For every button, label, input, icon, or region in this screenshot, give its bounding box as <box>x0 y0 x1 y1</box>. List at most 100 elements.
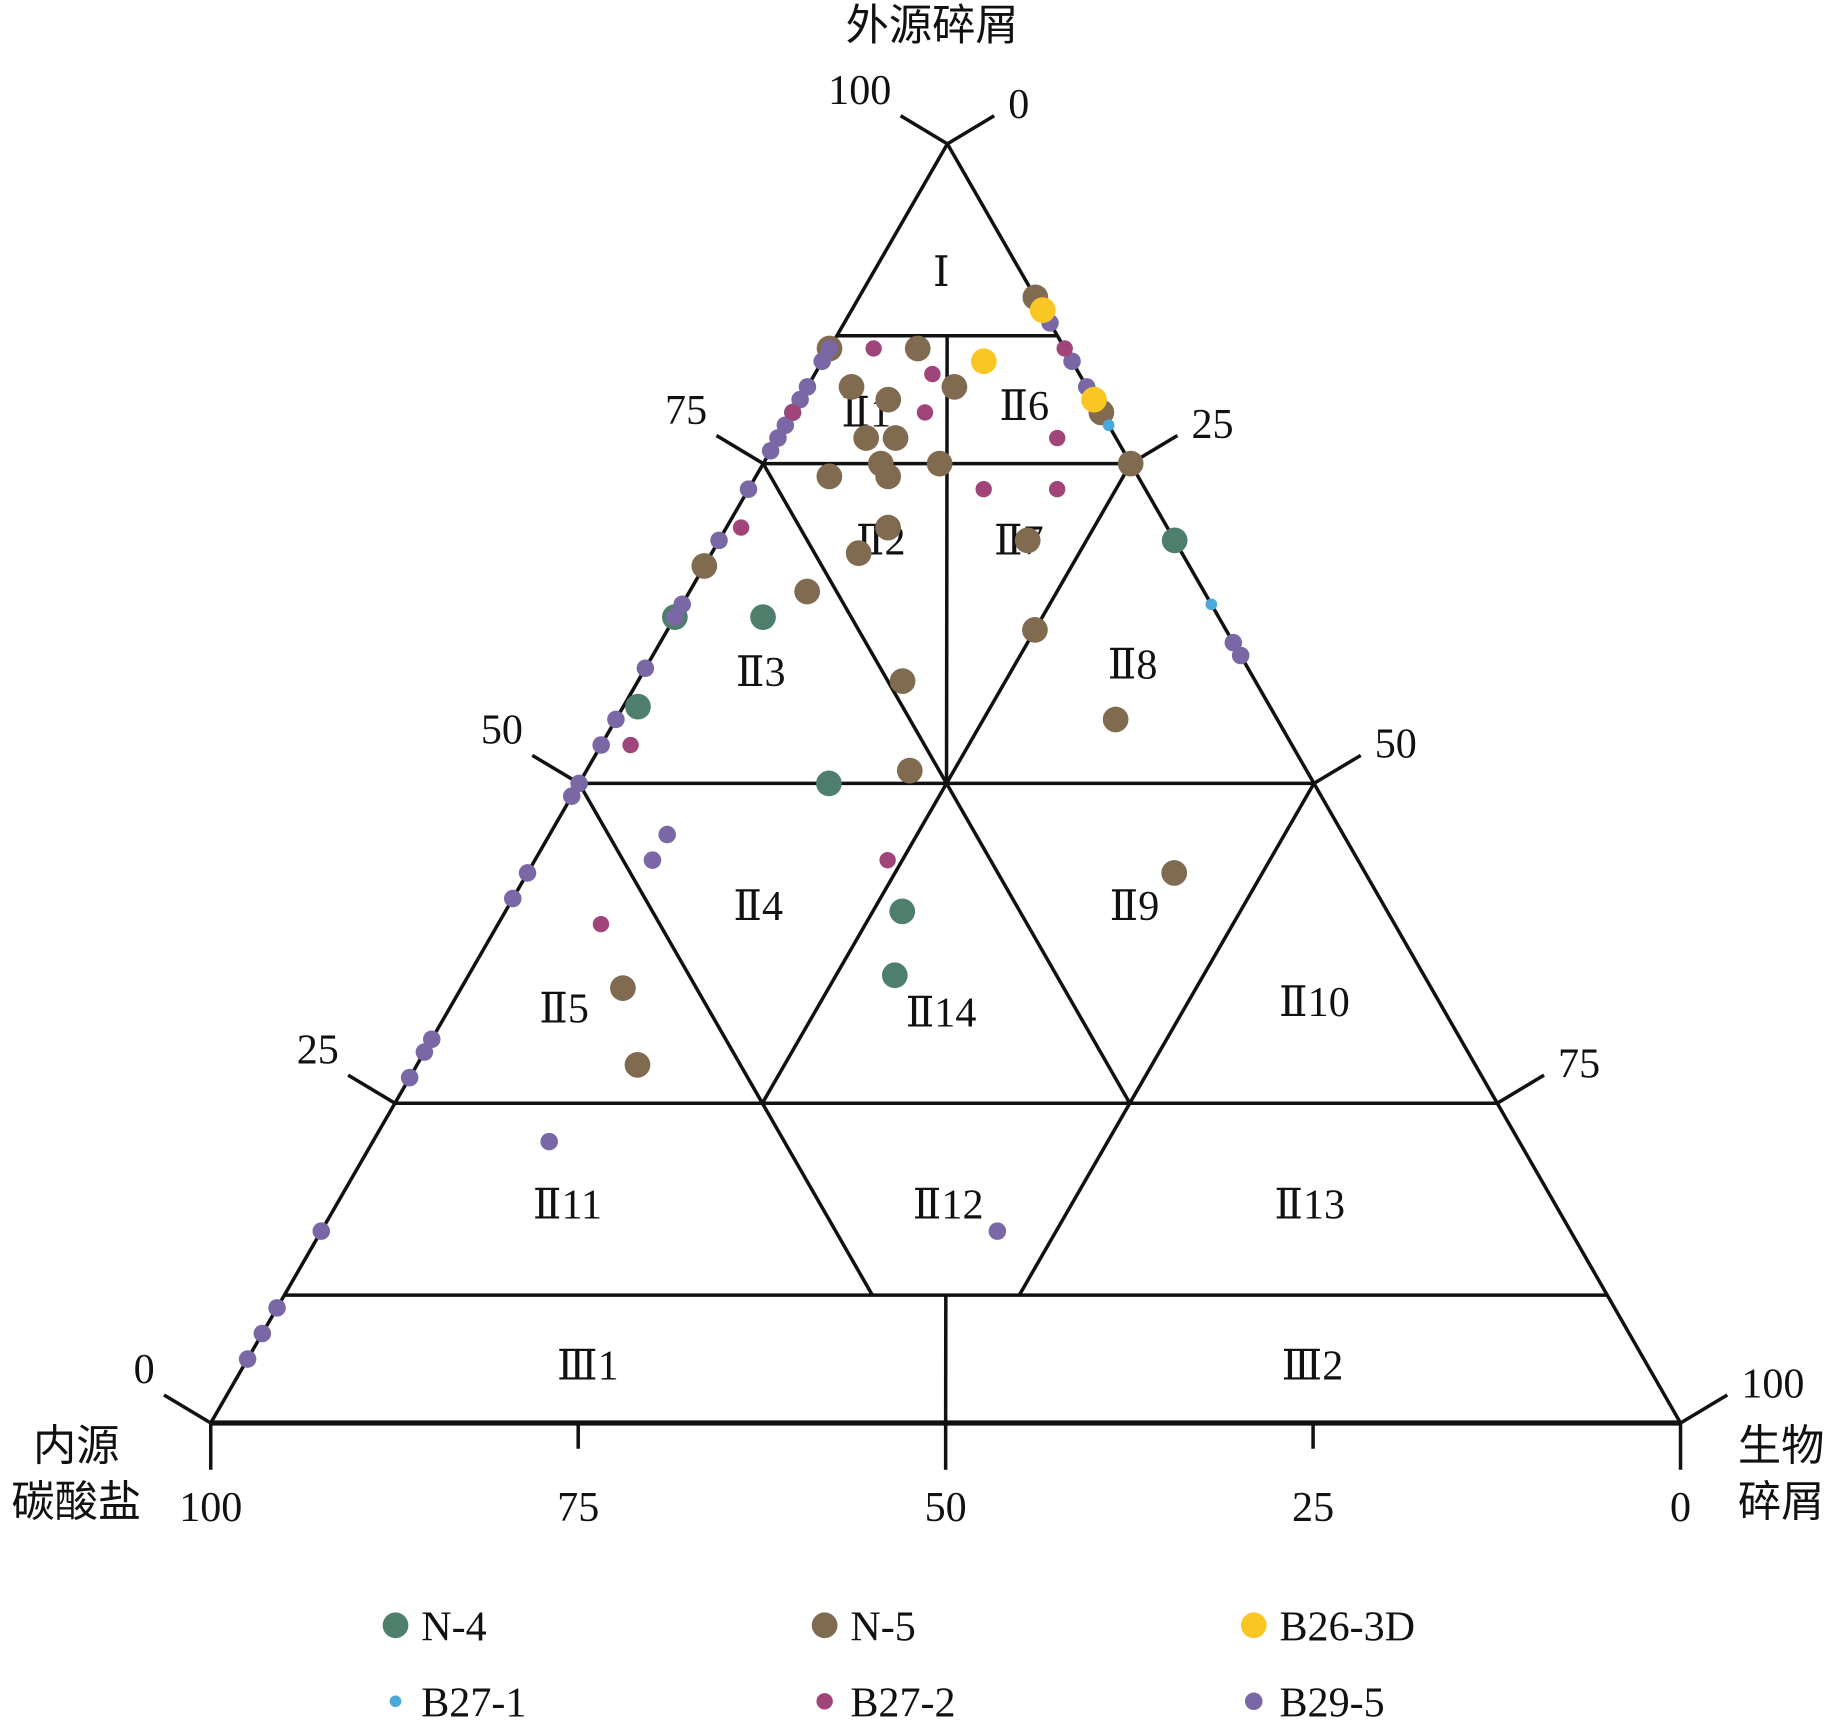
data-point <box>875 463 902 490</box>
left-axis-title-line: 碳酸盐 <box>11 1479 141 1527</box>
data-point <box>592 736 610 754</box>
data-point <box>882 425 909 451</box>
data-point <box>988 1222 1007 1240</box>
legend-marker <box>1244 1692 1263 1711</box>
data-point <box>400 1068 419 1087</box>
legend-item: N-4 <box>382 1603 487 1650</box>
legend-item: B29-5 <box>1244 1679 1385 1720</box>
axis-titles: 外源碎屑 内源碳酸盐 生物碎屑 <box>11 2 1824 1527</box>
data-point <box>518 864 537 882</box>
data-point <box>666 608 684 626</box>
data-point <box>238 1350 257 1368</box>
region-label: Ⅰ <box>933 249 950 296</box>
data-point <box>941 374 968 400</box>
series-b27-1 <box>1102 419 1218 611</box>
data-point <box>710 531 728 550</box>
data-point <box>926 450 953 477</box>
data-point <box>761 442 780 460</box>
data-point <box>881 962 908 989</box>
data-point <box>853 425 880 451</box>
series-b27-2 <box>592 340 1073 933</box>
bottom-tick-label: 100 <box>179 1484 242 1531</box>
data-point <box>889 898 916 925</box>
boundary-b25-lower <box>945 782 1132 1105</box>
data-point <box>624 1051 651 1078</box>
region-label: Ⅲ1 <box>557 1342 619 1389</box>
region-label: Ⅱ9 <box>1110 883 1160 930</box>
data-point <box>673 595 691 614</box>
data-point <box>1117 450 1144 477</box>
data-point <box>422 1030 441 1049</box>
data-point <box>1029 297 1056 323</box>
data-point <box>865 340 882 357</box>
data-point <box>622 736 639 754</box>
data-point <box>625 693 651 720</box>
region-label: Ⅱ6 <box>999 383 1049 430</box>
left-tick-label: 0 <box>134 1346 155 1393</box>
data-point <box>636 659 655 678</box>
data-point <box>794 578 821 605</box>
top-axis-title: 外源碎屑 <box>846 2 1019 50</box>
legend-marker <box>816 1693 833 1710</box>
data-point <box>253 1324 272 1343</box>
bottom-tick-label: 0 <box>1670 1484 1691 1531</box>
legend-label: N-4 <box>421 1603 486 1650</box>
legend-item: B26-3D <box>1240 1603 1415 1650</box>
data-point <box>820 339 839 358</box>
data-point <box>1102 419 1115 432</box>
series-n-5 <box>610 284 1188 1078</box>
data-point <box>562 787 581 805</box>
right-axis-title-line: 碎屑 <box>1738 1479 1825 1527</box>
data-point <box>658 825 676 844</box>
bottom-tick-label: 50 <box>925 1484 967 1531</box>
left-tick-label: 75 <box>665 387 707 434</box>
data-point <box>750 604 776 630</box>
left-tick <box>163 1393 212 1425</box>
data-point <box>570 774 588 793</box>
data-point <box>504 889 522 908</box>
boundary-b25-upper <box>761 462 949 785</box>
data-point <box>769 429 787 447</box>
legend-label: B26-3D <box>1279 1603 1415 1650</box>
region-label: Ⅲ2 <box>1282 1342 1344 1389</box>
region-label: Ⅱ4 <box>733 883 783 930</box>
legend-marker <box>389 1695 402 1708</box>
data-point <box>916 404 934 421</box>
right-axis-title: 生物碎屑 <box>1738 1422 1825 1526</box>
boundary-center-upper <box>944 335 949 784</box>
data-point <box>1231 646 1250 665</box>
data-point <box>875 386 902 413</box>
legend-marker <box>811 1612 838 1639</box>
data-point <box>610 975 636 1001</box>
left-tick <box>531 753 580 785</box>
region-label: Ⅱ8 <box>1108 641 1158 688</box>
left-tick <box>899 114 949 146</box>
boundary-c25-lower <box>760 782 949 1105</box>
region-boundaries <box>284 333 1608 1424</box>
region-label: Ⅱ11 <box>533 1181 602 1228</box>
right-tick-label: 50 <box>1375 721 1417 768</box>
data-point <box>1205 598 1218 611</box>
data-point <box>739 480 758 498</box>
legend-item: B27-1 <box>389 1679 526 1720</box>
left-tick-label: 25 <box>297 1026 339 1073</box>
legend-item: N-5 <box>811 1603 916 1650</box>
data-point <box>1048 481 1066 498</box>
legend-label: B27-2 <box>850 1679 955 1720</box>
right-tick <box>1496 1073 1545 1105</box>
data-point <box>268 1299 286 1317</box>
data-point <box>798 378 817 396</box>
bottom-tick-label: 25 <box>1292 1484 1334 1531</box>
region-label: Ⅱ13 <box>1274 1181 1345 1228</box>
data-point <box>1224 633 1243 652</box>
data-point <box>1102 706 1129 733</box>
data-point <box>924 365 941 383</box>
left-tick-label: 100 <box>828 67 891 114</box>
series-b26-3d <box>970 297 1107 413</box>
legend-marker <box>1240 1612 1267 1639</box>
left-axis-title: 内源碳酸盐 <box>11 1422 141 1526</box>
left-tick <box>715 434 765 466</box>
data-point <box>312 1222 331 1240</box>
data-point <box>975 481 992 498</box>
data-point <box>1049 429 1066 447</box>
